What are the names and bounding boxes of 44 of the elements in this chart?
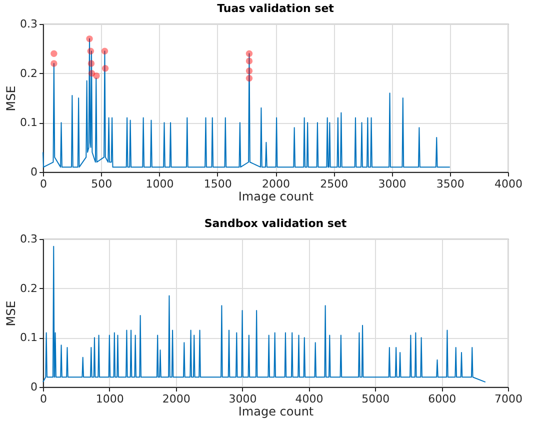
- y-tick-label: 0.1: [20, 116, 38, 130]
- y-tick-label: 0.1: [20, 331, 38, 344]
- y-tick-label: 0: [30, 380, 38, 394]
- point: [86, 35, 93, 42]
- point: [246, 50, 253, 57]
- x-tick-label: 0: [40, 178, 47, 190]
- x-tick-label: 3500: [436, 178, 464, 190]
- point: [246, 68, 253, 74]
- x-tick-label: 2500: [320, 178, 348, 190]
- x-tick-label: 6000: [428, 392, 456, 406]
- x-tick-label: 2000: [162, 392, 190, 406]
- x-tick-label: 1000: [96, 392, 124, 406]
- point: [50, 60, 58, 67]
- x-tick-label: 2000: [262, 178, 290, 190]
- y-tick-label: 0.2: [20, 282, 38, 295]
- x-tick-label: 3000: [378, 178, 406, 190]
- x-tick-label: 1500: [204, 178, 232, 190]
- y-tick-label: 0: [30, 166, 38, 178]
- chart-title: Tuas validation set: [217, 2, 334, 15]
- y-tick-label: 0.2: [20, 66, 38, 80]
- y-axis-title: MSE: [4, 86, 18, 112]
- point: [93, 72, 100, 80]
- x-tick-label: 500: [91, 178, 112, 190]
- point: [246, 74, 253, 82]
- x-tick-label: 4000: [295, 392, 324, 406]
- point: [50, 50, 58, 57]
- point: [102, 65, 109, 72]
- point: [101, 48, 108, 54]
- y-tick-label: 0.3: [20, 232, 38, 246]
- x-axis-title: Image count: [238, 190, 314, 204]
- chart-title: Sandbox validation set: [204, 217, 347, 230]
- y-tick-label: 0.3: [20, 18, 38, 30]
- x-tick-label: 1000: [146, 178, 174, 190]
- point: [87, 48, 94, 54]
- line-series: [42, 246, 486, 383]
- x-axis-title: Image count: [238, 404, 314, 418]
- x-tick-label: 4000: [494, 178, 522, 190]
- x-tick-label: 0: [40, 392, 47, 406]
- x-tick-label: 7000: [494, 392, 522, 406]
- point: [88, 60, 95, 67]
- x-tick-label: 3000: [228, 392, 257, 406]
- x-tick-label: 5000: [362, 392, 390, 406]
- y-axis-title: MSE: [4, 300, 18, 326]
- point: [246, 58, 253, 64]
